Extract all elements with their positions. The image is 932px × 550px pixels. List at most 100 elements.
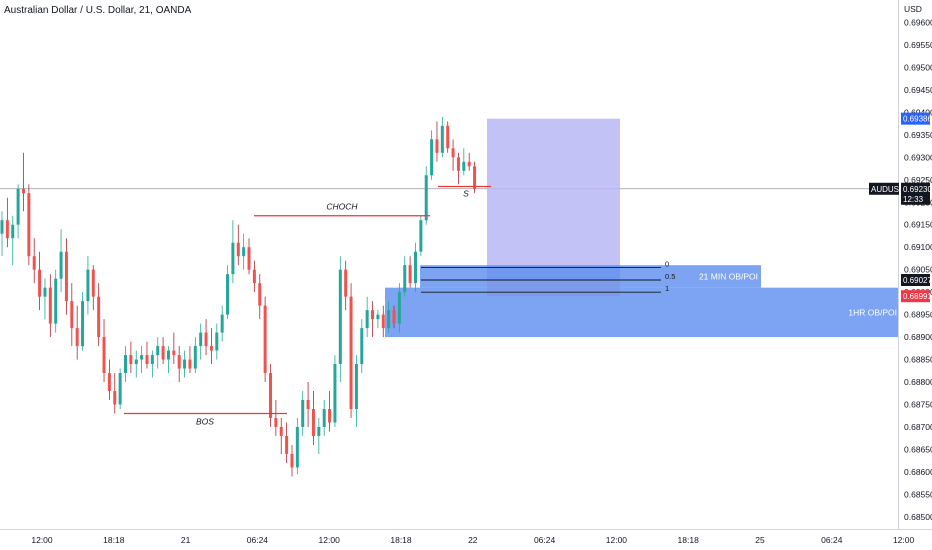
- candle-body: [38, 269, 42, 297]
- candle-body: [215, 332, 219, 351]
- candle-body: [97, 296, 101, 338]
- candle-body: [295, 426, 299, 468]
- candle-body: [338, 269, 342, 365]
- candle-body: [0, 220, 4, 234]
- candle-body: [75, 328, 79, 347]
- candle-body: [306, 400, 310, 409]
- candle-body: [124, 355, 128, 374]
- candle-body: [183, 359, 187, 369]
- candle-body: [86, 269, 90, 302]
- candle-body: [209, 346, 213, 351]
- candle-body: [204, 332, 208, 347]
- y-tick-label: 0.68800: [904, 377, 932, 387]
- x-tick-label: 21: [181, 535, 191, 545]
- y-tick-label: 0.68500: [904, 512, 932, 522]
- candle-body: [392, 310, 396, 324]
- candle-body: [360, 328, 364, 365]
- candle-body: [322, 408, 326, 427]
- candle-body: [220, 314, 224, 333]
- candle-body: [252, 269, 256, 284]
- candle-body: [397, 292, 401, 324]
- y-axis[interactable]: 0.696000.695500.695000.694500.694000.693…: [904, 17, 932, 521]
- candle-body: [328, 408, 332, 423]
- candle-body: [435, 139, 439, 153]
- y-tick-label: 0.68850: [904, 355, 932, 365]
- target-price-tag-label: 0.69386: [903, 115, 932, 124]
- x-tick-label: 06:24: [821, 535, 843, 545]
- candle-body: [381, 314, 385, 329]
- candle-body: [231, 242, 235, 275]
- y-tick-label: 0.69600: [904, 17, 932, 27]
- y-tick-label: 0.69450: [904, 85, 932, 95]
- fib-retracement[interactable]: 00.51: [421, 259, 675, 293]
- candle-body: [403, 265, 407, 293]
- candle-body: [258, 283, 262, 306]
- bos-label: BOS: [196, 416, 214, 426]
- candle-body: [21, 188, 25, 194]
- candle-body: [16, 188, 20, 225]
- x-tick-label: 22: [468, 535, 478, 545]
- candle-body: [91, 269, 95, 297]
- candle-body: [81, 301, 85, 347]
- candle-body: [462, 161, 466, 171]
- x-tick-label: 12:00: [893, 535, 915, 545]
- candle-body: [456, 157, 460, 171]
- x-axis[interactable]: 12:00 18:18 21 06:24 12:00 18:18 22 06:24 12:00 1…: [31, 535, 914, 545]
- order-block-1hr-label: 1HR OB/POI: [848, 307, 897, 317]
- candle-body: [473, 166, 477, 189]
- candle-body: [129, 355, 133, 365]
- candle-body: [311, 408, 315, 436]
- sweep-label: S: [463, 189, 469, 199]
- candle-body: [166, 350, 170, 360]
- candle-body: [349, 296, 353, 409]
- choch-label: CHOCH: [326, 202, 358, 212]
- candle-body: [107, 373, 111, 392]
- candle-body: [317, 426, 321, 436]
- candle-body: [5, 220, 9, 239]
- candle-body: [269, 373, 272, 418]
- candle-body: [263, 305, 267, 374]
- candle-body: [145, 355, 149, 365]
- candle-body: [177, 355, 181, 369]
- x-tick-label: 12:00: [31, 535, 53, 545]
- order-block-21min-label: 21 MIN OB/POI: [699, 271, 758, 281]
- candle-body: [156, 346, 160, 356]
- candle-body: [70, 301, 74, 329]
- y-tick-label: 0.69500: [904, 62, 932, 72]
- y-tick-label: 0.68900: [904, 332, 932, 342]
- candle-body: [54, 278, 58, 324]
- candles: [0, 116, 477, 477]
- candle-body: [118, 373, 122, 405]
- y-tick-label: 0.69250: [904, 175, 932, 185]
- x-tick-label: 06:24: [534, 535, 556, 545]
- x-tick-label: 25: [755, 535, 765, 545]
- last-price-tag: [901, 182, 930, 205]
- candle-body: [150, 355, 154, 365]
- order-block-21min[interactable]: [420, 265, 761, 288]
- y-tick-label: 0.69100: [904, 242, 932, 252]
- candle-body: [48, 287, 52, 324]
- candle-body: [279, 426, 283, 436]
- position-target-zone[interactable]: [487, 118, 620, 281]
- target-price-tag: [901, 112, 930, 125]
- x-tick-label: 18:18: [103, 535, 125, 545]
- y-tick-label: 0.69350: [904, 130, 932, 140]
- candle-body: [199, 332, 203, 347]
- candle-body: [64, 251, 68, 302]
- candle-body: [371, 310, 375, 320]
- order-block-1hr[interactable]: [385, 287, 898, 338]
- x-tick-label: 06:24: [247, 535, 269, 545]
- y-tick-label: 0.68600: [904, 467, 932, 477]
- symbol-price-tag-label: AUDUSD: [871, 185, 905, 194]
- candle-body: [430, 139, 434, 176]
- candle-body: [413, 251, 417, 284]
- candle-body: [134, 359, 138, 365]
- candle-body: [333, 364, 337, 423]
- y-tick-label: 0.69400: [904, 107, 932, 117]
- candle-body: [446, 125, 450, 149]
- candle-body: [236, 242, 240, 257]
- candle-body: [301, 400, 305, 427]
- y-tick-label: 0.68750: [904, 400, 932, 410]
